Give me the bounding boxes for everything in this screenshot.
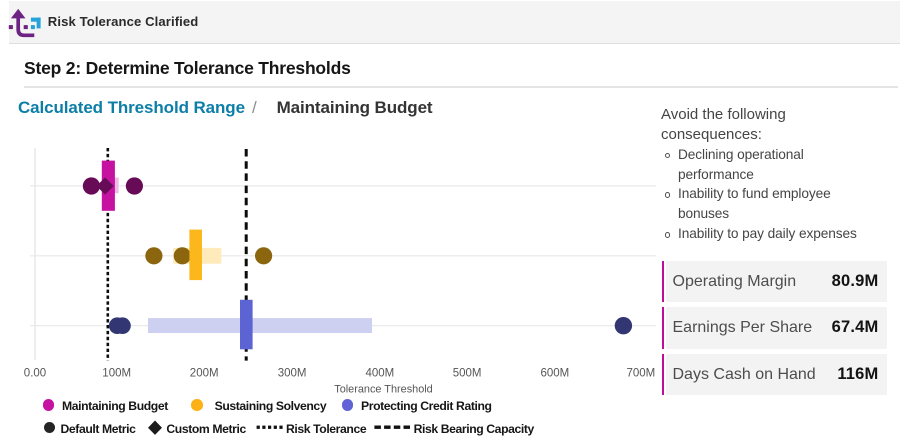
svg-text:400M: 400M bbox=[366, 368, 395, 380]
svg-text:600M: 600M bbox=[541, 368, 570, 380]
svg-text:200M: 200M bbox=[190, 368, 219, 380]
svg-text:500M: 500M bbox=[453, 368, 482, 380]
svg-text:0.00: 0.00 bbox=[24, 368, 46, 380]
svg-text:300M: 300M bbox=[278, 368, 307, 380]
svg-text:700M: 700M bbox=[627, 368, 656, 380]
svg-text:100M: 100M bbox=[102, 368, 131, 380]
svg-text:Tolerance Threshold: Tolerance Threshold bbox=[334, 384, 432, 396]
